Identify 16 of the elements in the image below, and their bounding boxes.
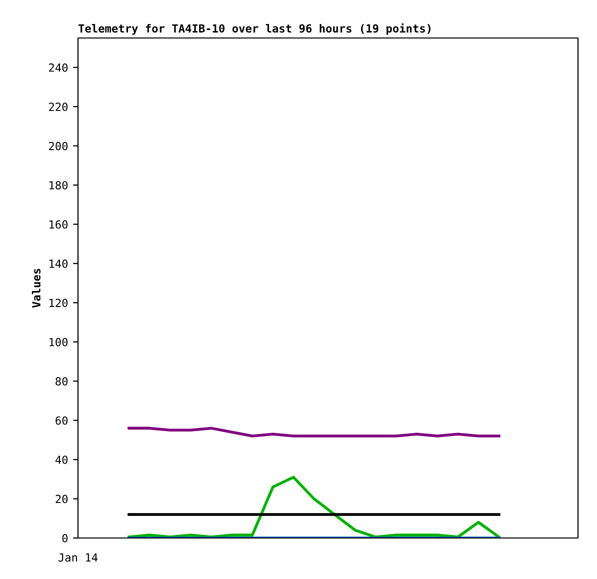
- y-axis-title: Values: [32, 268, 40, 308]
- y-tick-label: 60: [56, 416, 68, 425]
- y-tick-label: 20: [56, 494, 68, 504]
- y-tick-label: 140: [50, 259, 68, 268]
- y-tick-label: 220: [49, 102, 68, 112]
- y-tick-label: 160: [50, 220, 68, 229]
- y-tick-label: 240: [49, 63, 68, 72]
- chart-title: Telemetry for TA4IB-10 over last 96 hours (19 points): [78, 23, 430, 35]
- y-tick-label: 180: [50, 181, 68, 190]
- y-tick-label: 40: [55, 456, 68, 464]
- y-tick-label: 100: [50, 338, 68, 346]
- text: Jan 14: [58, 553, 98, 562]
- y-tick-label: 80: [56, 377, 68, 386]
- y-tick-label: 120: [50, 298, 68, 308]
- y-tick-label: 0: [62, 534, 68, 542]
- y-tick-label: 200: [49, 142, 68, 150]
